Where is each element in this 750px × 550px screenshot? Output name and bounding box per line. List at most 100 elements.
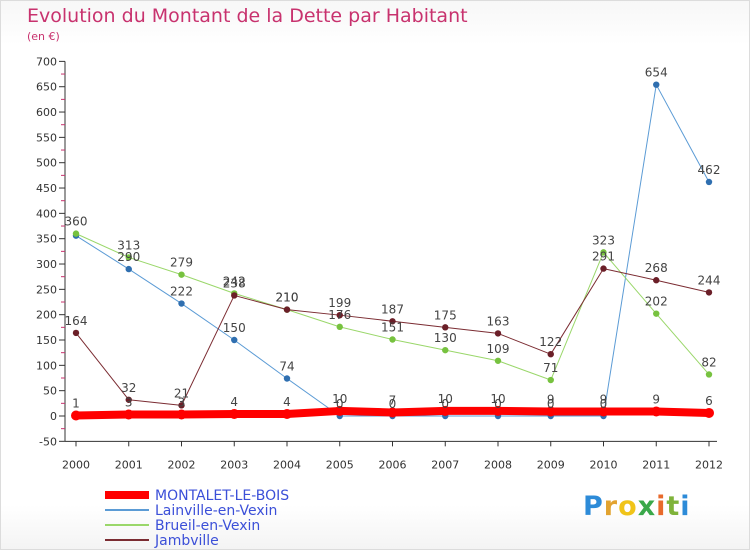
data-label: 10 — [332, 392, 347, 406]
data-point — [178, 402, 185, 409]
data-label: 0 — [547, 397, 555, 411]
data-label: 9 — [600, 392, 608, 406]
y-tick-label: 300 — [36, 258, 57, 271]
x-tick-label: 2001 — [115, 458, 143, 471]
x-tick-label: 2009 — [537, 458, 565, 471]
data-point — [72, 230, 80, 237]
data-label: 7 — [389, 393, 397, 407]
data-label: 3 — [178, 395, 186, 409]
data-label: 313 — [117, 238, 140, 252]
data-point — [600, 265, 607, 272]
data-label: 462 — [698, 163, 721, 177]
data-point — [231, 336, 238, 344]
x-tick-label: 2010 — [590, 458, 618, 471]
y-tick-label: 50 — [43, 385, 57, 398]
x-tick-label: 2004 — [273, 458, 301, 471]
data-point — [440, 405, 451, 416]
y-tick-label: 100 — [36, 359, 57, 372]
data-point — [705, 178, 713, 186]
data-label: 290 — [117, 250, 140, 264]
data-label: 3 — [125, 395, 133, 409]
data-label: 268 — [645, 261, 668, 275]
y-tick-label: 400 — [36, 207, 57, 220]
data-label: 109 — [487, 342, 510, 356]
y-tick-label: 700 — [36, 55, 57, 68]
data-point — [547, 376, 554, 384]
data-point — [125, 396, 132, 403]
axes: -500501001502002503003504004505005506006… — [36, 55, 723, 471]
data-label: 151 — [381, 321, 404, 335]
data-point — [72, 329, 80, 337]
y-tick-label: 150 — [36, 334, 57, 347]
chart-title: Evolution du Montant de la Dette par Hab… — [27, 5, 468, 27]
data-point — [231, 292, 238, 299]
data-label: 122 — [539, 335, 562, 349]
x-tick-label: 2008 — [484, 458, 512, 471]
data-point — [71, 410, 81, 421]
data-label: 238 — [223, 276, 246, 290]
data-label: 279 — [170, 256, 193, 270]
data-label: 1 — [72, 396, 80, 410]
data-label: 9 — [547, 392, 555, 406]
y-tick-label: 200 — [36, 309, 57, 322]
data-point — [334, 405, 345, 416]
data-point — [336, 323, 343, 331]
y-tick-label: 600 — [36, 106, 57, 119]
data-point — [705, 289, 713, 296]
data-label: 654 — [645, 66, 668, 80]
data-label: 176 — [328, 308, 351, 322]
proxiti-logo: Proxiti — [583, 491, 691, 522]
data-label: 323 — [592, 233, 615, 247]
data-point — [336, 311, 343, 319]
data-label: 202 — [645, 295, 668, 309]
data-label: 199 — [328, 296, 351, 310]
data-point — [389, 336, 396, 343]
data-label: 10 — [490, 392, 505, 406]
legend: MONTALET-LE-BOISLainville-en-VexinBrueil… — [105, 488, 289, 549]
data-point — [653, 277, 660, 284]
y-tick-label: -50 — [39, 435, 57, 448]
data-label: 210 — [276, 291, 299, 305]
data-point — [387, 407, 398, 418]
data-point — [178, 300, 185, 307]
data-label: 187 — [381, 302, 404, 316]
data-label: 0 — [600, 397, 608, 411]
data-point — [600, 249, 607, 256]
data-point — [598, 406, 609, 417]
data-point — [282, 408, 292, 419]
x-tick-label: 2003 — [220, 458, 248, 471]
data-label: 0 — [336, 397, 344, 411]
data-label: 164 — [65, 314, 88, 328]
data-label: 222 — [170, 285, 193, 299]
x-tick-label: 2000 — [62, 458, 90, 471]
data-point — [653, 310, 660, 317]
legend-label: Jambville — [154, 533, 219, 549]
data-point — [545, 406, 556, 417]
y-tick-label: 250 — [36, 283, 57, 296]
data-point — [704, 407, 714, 418]
y-tick-label: 350 — [36, 233, 57, 246]
data-point — [705, 371, 713, 378]
data-point — [123, 409, 134, 420]
y-tick-label: 650 — [36, 81, 57, 94]
x-tick-label: 2007 — [431, 458, 459, 471]
y-tick-label: 550 — [36, 131, 57, 144]
data-label: 0 — [441, 397, 449, 411]
data-point — [547, 350, 554, 358]
data-label: 32 — [121, 381, 136, 395]
data-point — [229, 408, 240, 419]
series-lines — [71, 81, 714, 421]
data-point — [125, 254, 132, 261]
chart-subtitle: (en €) — [27, 30, 60, 43]
data-point — [442, 346, 449, 354]
y-tick-label: 0 — [50, 410, 57, 423]
data-point — [176, 409, 187, 420]
x-tick-label: 2002 — [168, 458, 196, 471]
data-label: 0 — [389, 397, 397, 411]
data-point — [494, 357, 502, 364]
data-label: 360 — [65, 215, 88, 229]
data-label: 21 — [174, 386, 189, 400]
legend-label: Lainville-en-Vexin — [155, 503, 277, 519]
